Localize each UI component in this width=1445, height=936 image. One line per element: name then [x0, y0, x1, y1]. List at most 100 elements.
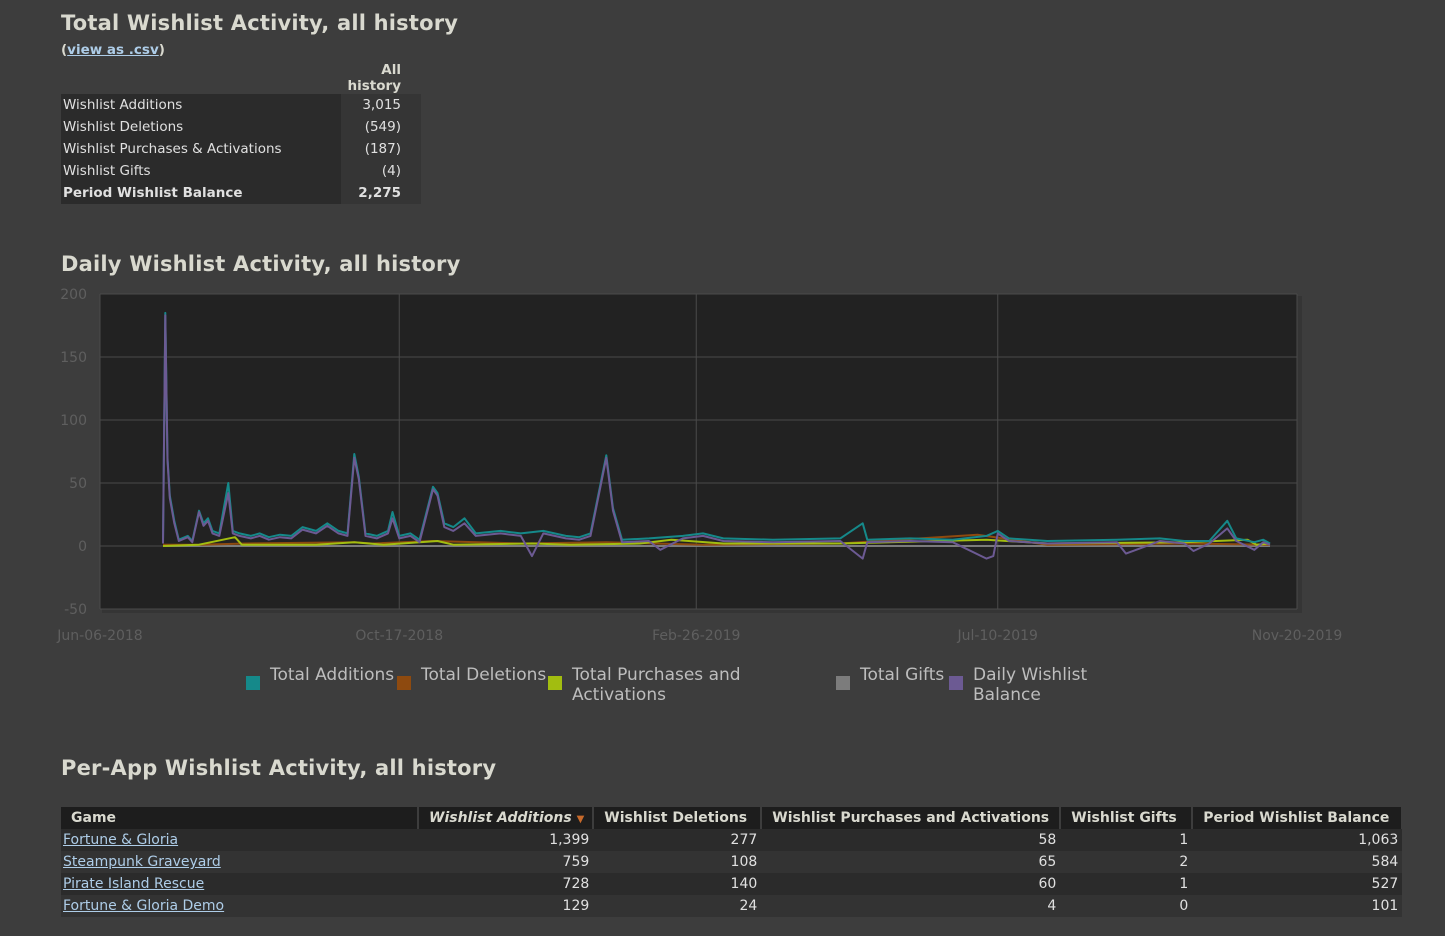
series-line-daily-wishlist-balance [162, 314, 1271, 560]
y-tick-label: 150 [60, 350, 87, 366]
table-row: Steampunk Graveyard 759 108 65 2 584 [61, 851, 1403, 873]
y-tick-label: 200 [60, 287, 87, 303]
summary-row: Wishlist Gifts (4) [61, 160, 421, 182]
additions-cell: 1,399 [418, 829, 594, 851]
summary-row: Wishlist Purchases & Activations (187) [61, 138, 421, 160]
legend-swatch [949, 676, 963, 690]
column-header-deletions[interactable]: Wishlist Deletions [593, 807, 763, 829]
deletions-cell: 108 [593, 851, 762, 873]
table-row: Pirate Island Rescue 728 140 60 1 527 [61, 873, 1403, 895]
table-row: Fortune & Gloria Demo 129 24 4 0 101 [61, 895, 1403, 917]
chart-legend: Total Additions Total Deletions Total Purc… [0, 665, 1445, 709]
summary-table: All history Wishlist Additions 3,015 Wis… [61, 62, 421, 204]
summary-spacer-header [61, 62, 341, 94]
purchases-cell: 60 [761, 873, 1061, 895]
additions-cell: 129 [418, 895, 594, 917]
game-link[interactable]: Fortune & Gloria [63, 832, 179, 848]
legend-item[interactable]: Total Purchases and Activations [548, 665, 747, 705]
summary-row-value: (549) [341, 116, 421, 138]
legend-label: Total Gifts [860, 665, 945, 685]
legend-label: Total Additions [270, 665, 395, 685]
summary-row-label: Period Wishlist Balance [61, 182, 341, 204]
deletions-cell: 24 [593, 895, 762, 917]
plot-shadow [1297, 296, 1302, 611]
game-link[interactable]: Steampunk Graveyard [63, 854, 221, 870]
balance-cell: 527 [1192, 873, 1403, 895]
column-header-gifts[interactable]: Wishlist Gifts [1060, 807, 1194, 829]
x-tick-label: Jul-10-2019 [957, 628, 1038, 644]
balance-cell: 584 [1192, 851, 1403, 873]
column-header-balance[interactable]: Period Wishlist Balance [1192, 807, 1404, 829]
game-link[interactable]: Fortune & Gloria Demo [63, 898, 225, 914]
deletions-cell: 277 [593, 829, 762, 851]
summary-row-value: 2,275 [341, 182, 421, 204]
summary-row-label: Wishlist Purchases & Activations [61, 138, 341, 160]
x-tick-label: Feb-26-2019 [652, 628, 740, 644]
column-header-label: Period Wishlist Balance [1203, 810, 1390, 826]
deletions-cell: 140 [593, 873, 762, 895]
summary-row-value: (4) [341, 160, 421, 182]
column-header-label: Wishlist Deletions [604, 810, 748, 826]
column-header-label: Wishlist Purchases and Activations [772, 810, 1050, 826]
legend-label: Total Purchases and Activations [572, 665, 741, 705]
sort-descending-icon: ▼ [576, 814, 585, 825]
legend-item[interactable]: Total Deletions [397, 665, 596, 690]
x-axis: Jun-06-2018 Oct-17-2018 Feb-26-2019 Jul-10-… [56, 628, 1342, 644]
x-tick-label: Oct-17-2018 [355, 628, 443, 644]
summary-column-header: All history [347, 62, 401, 94]
view-as-csv-link[interactable]: view as .csv [67, 42, 159, 58]
plot-area [100, 294, 1297, 609]
legend-label: Daily Wishlist Balance [973, 665, 1088, 705]
summary-row: Wishlist Additions 3,015 [61, 94, 421, 116]
table-row: Fortune & Gloria 1,399 277 58 1 1,063 [61, 829, 1403, 851]
column-header-label: Wishlist Additions [429, 810, 572, 826]
summary-row-value: (187) [341, 138, 421, 160]
summary-row-value: 3,015 [341, 94, 421, 116]
legend-item[interactable]: Total Additions [246, 665, 445, 690]
series-line-total-purchases-and-activations [162, 536, 1271, 547]
purchases-cell: 58 [761, 829, 1061, 851]
gifts-cell: 1 [1060, 829, 1193, 851]
additions-cell: 759 [418, 851, 594, 873]
y-tick-label: 0 [78, 539, 87, 555]
game-cell: Steampunk Graveyard [61, 851, 418, 873]
x-tick-label: Jun-06-2018 [56, 628, 142, 644]
balance-cell: 1,063 [1192, 829, 1403, 851]
legend-item[interactable]: Total Gifts [836, 665, 1035, 690]
summary-row-label: Wishlist Gifts [61, 160, 341, 182]
chart-series [162, 311, 1271, 560]
column-header-game[interactable]: Game [61, 807, 419, 829]
legend-item[interactable]: Daily Wishlist Balance [949, 665, 1148, 705]
purchases-cell: 4 [761, 895, 1061, 917]
gifts-cell: 2 [1060, 851, 1193, 873]
game-cell: Fortune & Gloria Demo [61, 895, 418, 917]
balance-cell: 101 [1192, 895, 1403, 917]
gifts-cell: 0 [1060, 895, 1193, 917]
y-axis: 200 150 100 50 0 -50 [60, 287, 87, 618]
gifts-cell: 1 [1060, 873, 1193, 895]
daily-activity-chart: 200 150 100 50 0 -50 Jun-06-2018 Oct-17-2018 Fe… [56, 287, 1342, 644]
legend-swatch [397, 676, 411, 690]
per-app-activity-title: Per-App Wishlist Activity, all history [61, 756, 497, 780]
legend-swatch [548, 676, 562, 690]
summary-row: Wishlist Deletions (549) [61, 116, 421, 138]
column-header-additions[interactable]: Wishlist Additions ▼ [418, 807, 595, 829]
game-cell: Pirate Island Rescue [61, 873, 418, 895]
csv-link-line: (view as .csv) [61, 42, 165, 58]
game-link[interactable]: Pirate Island Rescue [63, 876, 205, 892]
legend-swatch [836, 676, 850, 690]
legend-label: Total Deletions [421, 665, 547, 685]
column-header-purchases[interactable]: Wishlist Purchases and Activations [761, 807, 1062, 829]
summary-row-label: Wishlist Deletions [61, 116, 341, 138]
column-header-label: Wishlist Gifts [1071, 810, 1177, 826]
game-cell: Fortune & Gloria [61, 829, 418, 851]
per-app-header-row: Game Wishlist Additions ▼ Wishlist Delet… [61, 807, 1404, 829]
csv-open-paren: ( [61, 42, 68, 58]
purchases-cell: 65 [761, 851, 1061, 873]
summary-total-row: Period Wishlist Balance 2,275 [61, 182, 421, 204]
x-tick-label: Nov-20-2019 [1252, 628, 1343, 644]
plot-shadow-bottom [102, 609, 1302, 613]
additions-cell: 728 [418, 873, 594, 895]
legend-swatch [246, 676, 260, 690]
column-header-label: Game [71, 810, 117, 826]
